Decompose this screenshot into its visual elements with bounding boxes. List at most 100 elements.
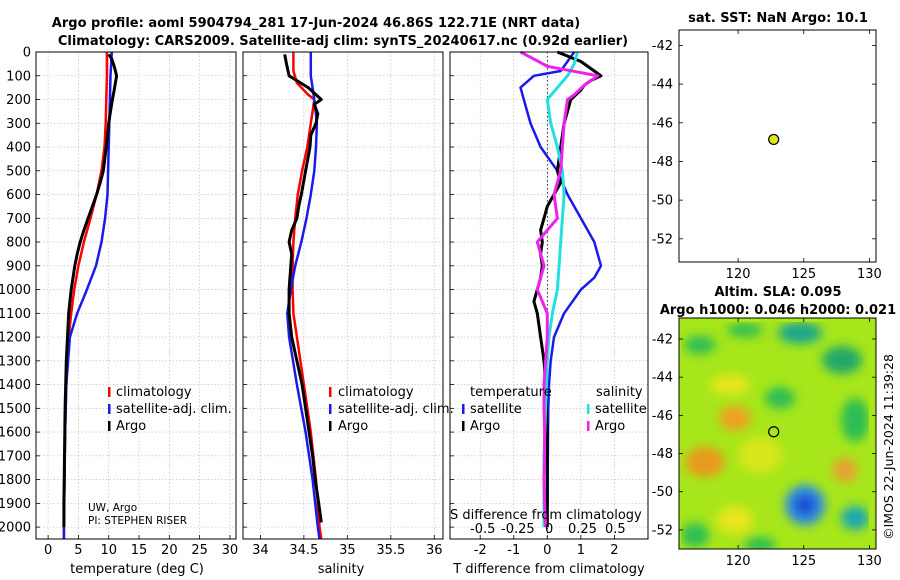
legend-temperature-title: temperature <box>470 385 552 400</box>
sst-map-title: sat. SST: NaN Argo: 10.1 <box>688 11 868 26</box>
sla_map-ytick-label: -44 <box>652 371 673 386</box>
legend-satellite-label: satellite-adj. clim. <box>116 402 232 417</box>
temperature-series-argo <box>62 53 119 528</box>
temperature-ytick-label: 2000 <box>0 521 31 536</box>
sla-title-line2: Argo h1000: 0.046 h2000: 0.021 <box>660 303 896 318</box>
temperature-ytick-label: 300 <box>6 117 31 132</box>
temperature-ytick-label: 0 <box>23 46 31 61</box>
legend-argo-swatch <box>108 421 111 431</box>
salinity-xtick-label: 36 <box>426 543 443 558</box>
temperature-ytick-label: 800 <box>6 236 31 251</box>
sst_map-xtick-label: 125 <box>791 267 816 282</box>
temperature-ytick-label: 1800 <box>0 473 31 488</box>
sst_map-ytick-label: -50 <box>652 194 673 209</box>
temperature-panel: 0 5 10 15 20 25 300100200300400500600700800900… <box>0 46 238 559</box>
legend2-satellite-swatch <box>329 404 332 414</box>
salinity-axes-frame <box>242 51 444 540</box>
legend-sal-satellite-swatch <box>587 404 590 414</box>
sst_map-ytick-label: -48 <box>652 155 673 170</box>
differences-xtick-label: 2 <box>610 543 618 558</box>
sst-map-panel: -42 -44 -46 -48 -50 -52 120 125 130 <box>652 29 882 282</box>
sla_map-xtick-label: 120 <box>726 554 751 569</box>
sla_map-ytick-label: -42 <box>652 333 673 348</box>
temperature-ytick-label: 900 <box>6 259 31 274</box>
temperature-ytick-label: 1100 <box>0 307 31 322</box>
legend-temp-satellite-swatch <box>462 404 465 414</box>
differences-xtick-label: 1 <box>577 543 585 558</box>
temperature-xtick-label: 15 <box>131 543 148 558</box>
legend-temp-argo-swatch <box>462 421 465 431</box>
temperature-ytick-label: 1200 <box>0 331 31 346</box>
differences-series-salinity-argo <box>519 50 600 528</box>
sla-title-line1: Altim. SLA: 0.095 <box>715 285 842 300</box>
sst_map-ytick-label: -44 <box>652 78 673 93</box>
differences-series-temperature-satellite <box>519 51 603 528</box>
legend2-argo-label: Argo <box>338 419 368 434</box>
temperature-ytick-label: 600 <box>6 188 31 203</box>
secondary-tick-1: -0.5 <box>470 522 495 537</box>
sst_map-xtick-label: 120 <box>726 267 751 282</box>
legend2-climatology-swatch <box>329 387 332 397</box>
differences-axes-frame <box>449 51 649 540</box>
sla_map-argo-marker <box>768 426 780 438</box>
sla_map-xtick-label: 130 <box>857 554 882 569</box>
salinity-series-argo <box>283 54 323 523</box>
sst_map-axes-frame <box>678 29 877 263</box>
sst_map-ytick-label: -42 <box>652 39 673 54</box>
legend-satellite-swatch <box>108 404 111 414</box>
secondary-tick-5: 0.5 <box>605 522 626 537</box>
differences-xtick-label: 0 <box>543 543 551 558</box>
temperature-ytick-label: 1900 <box>0 497 31 512</box>
temperature-ytick-label: 400 <box>6 141 31 156</box>
temperature-xtick-label: 0 <box>44 543 52 558</box>
temperature-ytick-label: 200 <box>6 93 31 108</box>
sst_map-argo-marker <box>768 133 780 146</box>
legend-temp-satellite-label: satellite <box>470 402 522 417</box>
temperature-ytick-label: 1700 <box>0 449 31 464</box>
legend2-argo-swatch <box>329 421 332 431</box>
temperature-plot-area <box>36 52 236 539</box>
legend-sal-satellite-label: satellite <box>595 402 647 417</box>
secondary-tick-3: 0 <box>545 522 553 537</box>
temperature-xtick-label: 5 <box>74 543 82 558</box>
temperature-ytick-label: 100 <box>6 69 31 84</box>
temperature-xtick-label: 25 <box>191 543 208 558</box>
sla-map-panel: -42 -44 -46 -48 -50 -52 120 125 130 <box>652 317 882 569</box>
temperature-ytick-label: 1600 <box>0 426 31 441</box>
sla_map-ytick-label: -48 <box>652 447 673 462</box>
legend-sal-argo-label: Argo <box>595 419 625 434</box>
temperature-xtick-label: 20 <box>161 543 178 558</box>
salinity-xtick-label: 34.5 <box>289 543 318 558</box>
legend-climatology-label: climatology <box>116 385 192 400</box>
sla-heatmap <box>679 318 876 549</box>
legend2-climatology-label: climatology <box>338 385 414 400</box>
legend-sal-argo-swatch <box>587 421 590 431</box>
sst_map-plot-area <box>679 30 876 262</box>
sla_map-axes-frame <box>678 317 877 550</box>
temperature-ytick-label: 700 <box>6 212 31 227</box>
sla_map-ytick-label: -50 <box>652 485 673 500</box>
sst_map-xtick-label: 130 <box>857 267 882 282</box>
sla_map-xtick-label: 125 <box>791 554 816 569</box>
float-pi-annotation: PI: STEPHEN RISER <box>88 515 187 527</box>
temperature-xlabel: temperature (deg C) <box>70 562 204 577</box>
sla_map-ytick-label: -52 <box>652 523 673 538</box>
legend-temp-argo-label: Argo <box>470 419 500 434</box>
imos-watermark: ©IMOS 22-Jun-2024 11:39:28 <box>881 354 896 540</box>
salinity-plot-area <box>243 52 443 539</box>
sst_map-ytick-label: -52 <box>652 232 673 247</box>
sla_map-ytick-label: -46 <box>652 409 673 424</box>
temperature-axes-frame <box>35 51 237 540</box>
differences-xtick-label: -2 <box>474 543 487 558</box>
differences-series-salinity-satellite <box>542 51 579 528</box>
float-institution-annotation: UW, Argo <box>88 502 137 514</box>
difference-xlabel: T difference from climatology <box>452 562 645 577</box>
secondary-tick-4: 0.25 <box>568 522 597 537</box>
difference-panel: -2 -1 0 1 2 <box>449 50 649 558</box>
temperature-ytick-label: 1000 <box>0 283 31 298</box>
salinity-xtick-label: 35.5 <box>376 543 405 558</box>
temperature-xtick-label: 30 <box>222 543 239 558</box>
secondary-tick-2: -0.25 <box>501 522 535 537</box>
legend2-satellite-label: satellite-adj. clim. <box>338 402 454 417</box>
legend-salinity-title: salinity <box>596 385 643 400</box>
